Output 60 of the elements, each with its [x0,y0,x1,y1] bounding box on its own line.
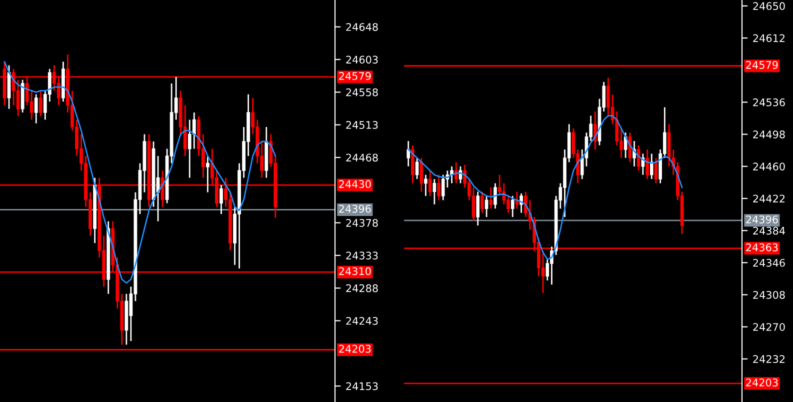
candlestick [506,195,510,214]
candlestick [472,186,476,222]
ref-line-label: 24363 [746,243,778,252]
candlestick [636,144,640,172]
candlestick [424,174,428,197]
candlestick [650,153,654,180]
ref-line-label: 24203 [339,344,371,353]
candlestick [220,184,223,215]
y-tick-label: 24288 [346,284,378,292]
candlestick [615,110,619,146]
ref-line-label: 24579 [339,72,371,80]
y-tick-label: 24333 [346,252,378,260]
y-tick-label: 24243 [346,316,378,325]
candlestick [34,94,38,124]
candlestick [406,140,410,168]
candlestick [480,191,484,214]
y-tick-label: 24536 [753,98,785,106]
candlestick [594,110,597,150]
ref-line-label: 24396 [746,216,778,224]
y-tick-label: 24308 [753,290,785,299]
line-series [4,60,276,284]
y-tick-label: 24650 [753,2,785,10]
y-tick-label: 24513 [346,121,378,129]
candlestick [494,182,497,210]
y-tick-label: 24468 [346,154,378,162]
y-tick-label: 24603 [346,56,378,64]
y-tick-label: 24460 [753,162,785,170]
candlestick [206,155,210,193]
candlestick [428,170,432,197]
candlestick [510,195,514,218]
y-tick-label: 24153 [346,382,378,390]
ref-line-label: 24203 [746,378,778,386]
y-tick-label: 24270 [753,323,785,331]
y-tick-label: 24232 [753,355,785,364]
candlestick [484,195,488,218]
candlestick [476,191,480,226]
candlestick [454,161,458,184]
y-tick-label: 24346 [753,258,785,267]
ref-line-label: 24396 [339,204,371,213]
y-tick-label: 24558 [346,88,378,96]
candlestick [498,174,502,197]
y-tick-label: 24498 [753,130,785,138]
ref-line-label: 24430 [339,180,371,188]
ref-line-label: 24579 [746,61,778,69]
candlestick [441,174,445,201]
candlestick [38,90,42,117]
y-tick-label: 24378 [346,218,378,227]
y-tick-label: 24648 [346,23,378,31]
candlestick [489,186,493,210]
y-tick-label: 24612 [753,34,785,42]
y-tick-label: 24384 [753,226,785,235]
candlestick [450,166,454,184]
candlestick [432,178,436,206]
candlestick [420,157,424,192]
ref-line-label: 24310 [339,267,371,276]
candlestick [646,148,649,180]
candlestick [437,174,440,201]
y-tick-label: 24422 [753,194,785,202]
candlestick [606,77,610,116]
candlestick [192,112,196,150]
